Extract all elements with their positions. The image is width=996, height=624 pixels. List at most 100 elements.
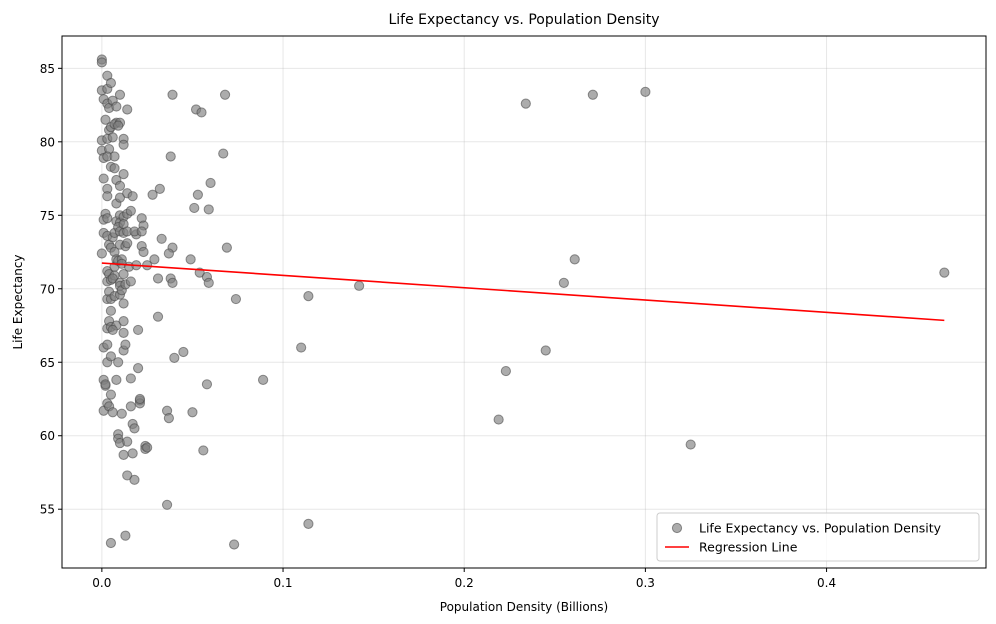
scatter-point — [125, 373, 136, 384]
scatter-point — [520, 98, 531, 109]
y-tick-label: 55 — [40, 503, 55, 517]
scatter-point — [122, 436, 133, 447]
chart-title: Life Expectancy vs. Population Density — [388, 12, 659, 28]
scatter-point — [105, 305, 117, 316]
scatter-point — [107, 407, 118, 418]
scatter-point — [118, 139, 129, 150]
scatter-point — [122, 104, 133, 115]
legend-label-scatter: Life Expectancy vs. Population Density — [699, 521, 942, 536]
scatter-point — [127, 191, 138, 202]
scatter-point — [178, 346, 189, 358]
scatter-point — [189, 202, 200, 214]
scatter-point — [163, 248, 174, 259]
y-axis-title: Life Expectancy — [11, 254, 25, 349]
scatter-point — [219, 89, 231, 100]
scatter-point — [218, 148, 229, 159]
scatter-point — [107, 324, 118, 336]
scatter-point — [132, 324, 144, 336]
y-axis-ticks: 55 60 65 70 75 80 85 — [40, 62, 62, 517]
scatter-point — [138, 246, 149, 258]
scatter-point — [296, 342, 307, 353]
scatter-point — [165, 151, 176, 162]
scatter-point — [167, 277, 178, 288]
scatter-point — [132, 363, 144, 374]
scatter-point — [125, 276, 136, 287]
scatter-point — [100, 379, 111, 390]
scatter-point — [111, 101, 122, 112]
scatter-point — [354, 280, 365, 291]
scatter-point — [134, 393, 146, 405]
x-axis-ticks: 0.0 0.1 0.2 0.3 0.4 — [92, 568, 836, 590]
scatter-point — [149, 254, 160, 265]
scatter-point — [167, 89, 178, 100]
y-tick-label: 85 — [40, 62, 55, 76]
y-tick-label: 75 — [40, 209, 55, 223]
scatter-point — [303, 291, 314, 302]
scatter-point — [939, 267, 950, 278]
scatter-point — [113, 357, 124, 368]
scatter-point — [105, 351, 117, 362]
scatter-point — [120, 339, 131, 350]
scatter-point — [185, 254, 196, 265]
scatter-point — [118, 298, 129, 309]
scatter-point — [98, 173, 109, 184]
scatter-point — [229, 539, 240, 550]
scatter-point — [203, 277, 214, 288]
scatter-point — [205, 177, 216, 189]
scatter-point — [102, 339, 113, 350]
scatter-point — [122, 238, 133, 249]
plot-frame — [61, 35, 987, 569]
scatter-point — [230, 293, 242, 305]
y-tick-label: 60 — [40, 429, 55, 443]
scatter-point — [109, 163, 120, 174]
scatter-point — [129, 474, 140, 485]
scatter-point — [161, 499, 173, 510]
scatter-point — [142, 442, 153, 453]
scatter-point — [114, 192, 126, 203]
scatter-point — [96, 248, 107, 259]
scatter-point — [187, 407, 198, 418]
legend-label-regression: Regression Line — [699, 540, 798, 555]
scatter-point — [136, 226, 147, 237]
scatter-point — [114, 89, 126, 100]
scatter-point — [540, 345, 551, 356]
scatter-point — [196, 107, 207, 118]
scatter-point — [156, 233, 167, 244]
y-tick-label: 65 — [40, 356, 55, 370]
scatter-point — [640, 86, 651, 97]
scatter-point — [154, 183, 165, 194]
scatter-point — [500, 365, 511, 377]
scatter-point — [118, 268, 129, 280]
scatter-point — [303, 518, 314, 530]
scatter-point — [198, 445, 209, 456]
scatter-point — [109, 151, 120, 162]
scatter-point — [152, 311, 164, 322]
scatter-point — [113, 120, 124, 131]
scatter-point — [685, 439, 696, 450]
scatter-point — [125, 205, 136, 216]
scatter-point — [100, 114, 111, 125]
regression-line — [101, 262, 945, 322]
scatter-point — [105, 389, 117, 400]
scatter-point — [118, 327, 129, 338]
scatter-point — [118, 316, 129, 327]
scatter-point — [107, 132, 118, 143]
scatter-point — [221, 242, 232, 253]
legend-scatter-marker — [671, 522, 683, 534]
scatter-point — [105, 77, 117, 89]
legend-box — [656, 512, 980, 562]
scatter-point — [111, 374, 122, 385]
scatter-point — [587, 89, 598, 100]
regression-line-layer — [101, 262, 945, 322]
legend: Life Expectancy vs. Population Density R… — [656, 512, 980, 562]
scatter-point — [152, 273, 164, 284]
x-tick-label: 0.4 — [817, 576, 836, 590]
scatter-point — [116, 408, 127, 419]
scatter-point — [125, 401, 136, 412]
scatter-point — [96, 57, 107, 68]
scatter-point — [129, 423, 140, 434]
scatter-point — [258, 374, 269, 385]
scatter-point — [201, 379, 213, 390]
y-tick-label: 80 — [40, 135, 55, 149]
